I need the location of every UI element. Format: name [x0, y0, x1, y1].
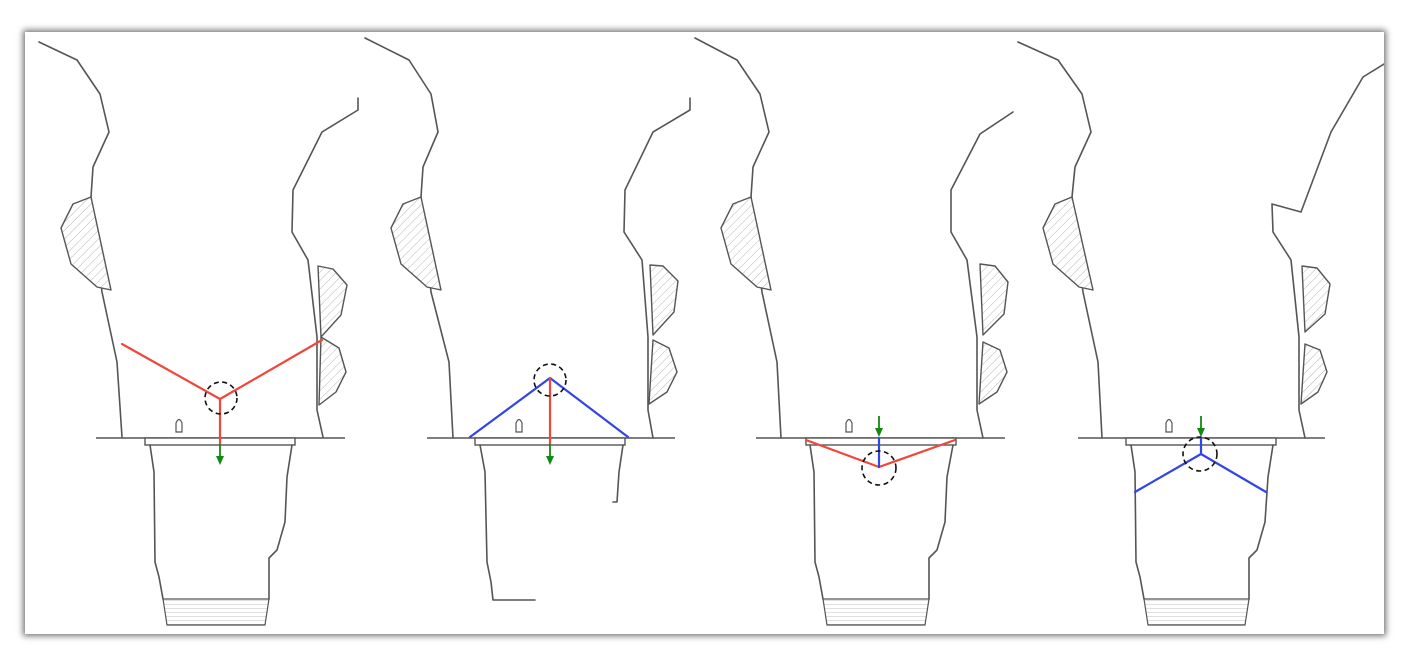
cave-wall-right	[1271, 63, 1384, 439]
rock-outcrop-right-lower	[648, 339, 678, 405]
cave-wall-right	[950, 111, 1014, 439]
red-member-left	[804, 438, 881, 469]
red-member-right	[877, 438, 957, 469]
red-member-left	[120, 342, 222, 401]
joint-node-marker	[1182, 436, 1218, 472]
anchor-bolt-icon	[515, 418, 523, 433]
shaft-outline	[1130, 444, 1274, 600]
rock-outcrop-right-lower	[318, 336, 347, 406]
cave-wall-left	[1017, 41, 1103, 439]
shaft-outline	[149, 444, 293, 600]
panel-2	[364, 37, 691, 601]
panel-1	[38, 41, 359, 626]
rock-outcrop-right-lower	[1300, 343, 1328, 405]
anchor-bolt-icon	[845, 418, 853, 433]
blue-member-left	[468, 376, 552, 439]
cave-wall-left	[364, 37, 454, 439]
rock-outcrop-right-upper	[979, 263, 1009, 336]
rock-outcrop-right-lower	[978, 341, 1008, 405]
anchor-bolt-icon	[1165, 418, 1173, 433]
shaft-base	[822, 598, 930, 626]
rock-outcrop-left	[1042, 196, 1094, 291]
load-arrow-head	[546, 456, 554, 465]
rock-outcrop-right-upper	[649, 264, 679, 336]
rock-outcrop-right-upper	[317, 265, 348, 338]
joint-node-marker	[861, 450, 897, 486]
rock-outcrop-left	[60, 196, 112, 291]
rock-outcrop-left	[390, 196, 442, 291]
figure-frame	[25, 32, 1384, 634]
blue-member-left	[1133, 452, 1203, 494]
load-arrow-head	[216, 456, 224, 465]
shaft-base	[1143, 598, 1250, 626]
anchor-bolt-icon	[175, 418, 183, 433]
load-arrow-head	[875, 428, 883, 437]
diagram-canvas	[38, 37, 1384, 626]
joint-node-marker	[533, 363, 567, 397]
cave-wall-left	[694, 37, 782, 439]
panel-3	[694, 37, 1014, 626]
cave-wall-left	[38, 41, 123, 438]
red-member-right	[218, 338, 324, 401]
load-arrow-head	[1197, 428, 1205, 437]
rock-outcrop-right-upper	[1301, 265, 1331, 333]
rock-outcrop-left	[720, 196, 772, 291]
shaft-base	[162, 598, 270, 626]
blue-member-right	[1199, 452, 1268, 494]
panel-4	[1017, 41, 1384, 626]
joint-node-marker	[204, 381, 238, 415]
shaft-outline	[809, 444, 954, 600]
bearing-plate	[805, 437, 957, 446]
cave-wall-right	[291, 97, 359, 438]
shaft-outline	[479, 444, 624, 601]
blue-member-right	[548, 376, 630, 439]
cave-wall-right	[623, 97, 691, 439]
